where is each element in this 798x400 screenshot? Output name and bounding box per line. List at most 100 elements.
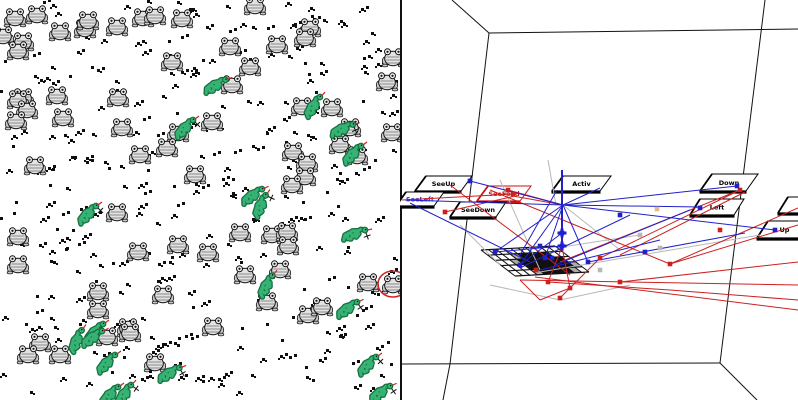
snake-sprite[interactable] [77, 201, 104, 227]
frog-sprite[interactable] [76, 11, 100, 31]
fly-sprite [356, 314, 359, 317]
snake-sprite[interactable] [357, 352, 384, 378]
snake-sprite[interactable] [249, 189, 278, 221]
connection-lines-red [401, 184, 798, 311]
snake-sprite[interactable] [329, 115, 360, 144]
frog-sprite[interactable] [218, 37, 242, 57]
brain-3d-view-canvas[interactable]: SeeUpSeeLeftSeeFoodSeeDownActivDownLeftU… [400, 0, 798, 400]
frog-sprite[interactable] [233, 265, 257, 285]
synapse-marker [510, 191, 516, 197]
fly-sprite [229, 28, 237, 33]
snake-sprite[interactable] [369, 379, 397, 400]
frog-sprite[interactable] [25, 5, 49, 25]
fly-sprite [375, 48, 382, 53]
fly-sprite [49, 184, 52, 187]
frog-sprite[interactable] [105, 203, 129, 223]
world-view-canvas[interactable] [0, 0, 400, 400]
fly-sprite [156, 222, 161, 226]
frog-sprite[interactable] [106, 88, 130, 108]
snake-sprite[interactable] [303, 91, 328, 121]
neuron-group-plate-activ[interactable]: Activ [551, 175, 612, 194]
frog-sprite[interactable] [200, 112, 224, 132]
frog-sprite[interactable] [126, 242, 150, 262]
fly-sprite [99, 264, 104, 268]
frog-sprite[interactable] [265, 35, 289, 55]
fly-sprite [192, 306, 195, 309]
fly-sprite [68, 139, 75, 144]
frog-sprite[interactable] [128, 145, 152, 165]
snake-sprite[interactable] [99, 382, 125, 400]
fly-sprite [339, 178, 349, 185]
frog-sprite[interactable] [196, 243, 220, 263]
neuron-group-plate-left[interactable]: Left [689, 198, 745, 218]
frog-sprite[interactable] [380, 123, 400, 143]
fly-sprite [60, 377, 67, 382]
snake-sprite[interactable] [203, 72, 233, 99]
connection-line [561, 246, 571, 289]
frog-sprite[interactable] [6, 90, 30, 110]
frog-sprite[interactable] [310, 297, 334, 317]
frog-sprite[interactable] [45, 86, 69, 106]
frog-sprite[interactable] [268, 260, 292, 280]
frog-sprite[interactable] [276, 236, 300, 256]
frog-sprite[interactable] [4, 111, 28, 131]
snake-sprite[interactable] [336, 295, 364, 321]
frog-sprite[interactable] [201, 317, 225, 337]
frog-sprite[interactable] [48, 22, 72, 42]
snake-sprite[interactable] [65, 324, 93, 356]
fly-sprite [342, 217, 349, 222]
frog-sprite[interactable] [118, 323, 142, 343]
frog-sprite[interactable] [105, 17, 129, 37]
neuron-group-plate-seeup[interactable]: SeeUp [414, 175, 473, 194]
frog-sprite[interactable] [51, 108, 75, 128]
snake-sprite[interactable] [114, 379, 140, 400]
connection-line [459, 224, 501, 266]
frog-sprite[interactable] [3, 8, 27, 28]
frog-sprite[interactable] [381, 48, 400, 68]
frog-sprite[interactable] [293, 28, 317, 48]
fly-sprite [323, 19, 328, 23]
frog-sprite[interactable] [6, 41, 30, 61]
fly-sprite [223, 371, 233, 378]
frog-sprite[interactable] [6, 255, 30, 275]
fly-sprite [95, 280, 98, 283]
snake-sprite[interactable] [340, 220, 373, 250]
frog-sprite[interactable] [86, 282, 110, 302]
fly-sprite [218, 383, 225, 388]
frog-sprite[interactable] [166, 235, 190, 255]
frog-sprite[interactable] [23, 156, 47, 176]
frog-sprite[interactable] [356, 273, 380, 293]
frog-sprite[interactable] [155, 138, 179, 158]
snake-sprite[interactable] [157, 360, 187, 387]
snake-sprite[interactable] [174, 115, 201, 141]
frog-sprite[interactable] [243, 0, 267, 16]
frog-sprite[interactable] [143, 6, 167, 26]
neuron-group-plate-up[interactable]: Up [756, 220, 798, 241]
frog-sprite[interactable] [160, 52, 184, 72]
frog-sprite[interactable] [6, 227, 30, 247]
snake-sprite[interactable] [96, 350, 122, 376]
snake-sprite[interactable] [342, 141, 368, 167]
frog-sprite[interactable] [143, 353, 167, 373]
snake-sprite[interactable] [81, 324, 109, 350]
frog-sprite[interactable] [228, 223, 252, 243]
frog-sprite[interactable] [381, 275, 400, 295]
frog-sprite[interactable] [151, 285, 175, 305]
retina-cell [539, 257, 554, 264]
frog-sprite[interactable] [183, 165, 207, 185]
frog-sprite[interactable] [320, 98, 344, 118]
frog-sprite[interactable] [48, 345, 72, 365]
frog-sprite[interactable] [16, 345, 40, 365]
frog-sprite[interactable] [280, 175, 304, 195]
frog-sprite[interactable] [110, 118, 134, 138]
frog-sprite[interactable] [170, 9, 194, 29]
frog-sprite[interactable] [238, 57, 262, 77]
frog-sprite[interactable] [375, 72, 399, 92]
retina-cell [560, 262, 575, 268]
fly-sprite [112, 262, 115, 265]
snake-sprite[interactable] [241, 182, 269, 208]
snake-sprite[interactable] [256, 269, 283, 300]
fly-sprite [206, 234, 213, 239]
neuron-group-plate-unlabeled[interactable] [777, 196, 798, 216]
frog-sprite[interactable] [86, 300, 110, 320]
